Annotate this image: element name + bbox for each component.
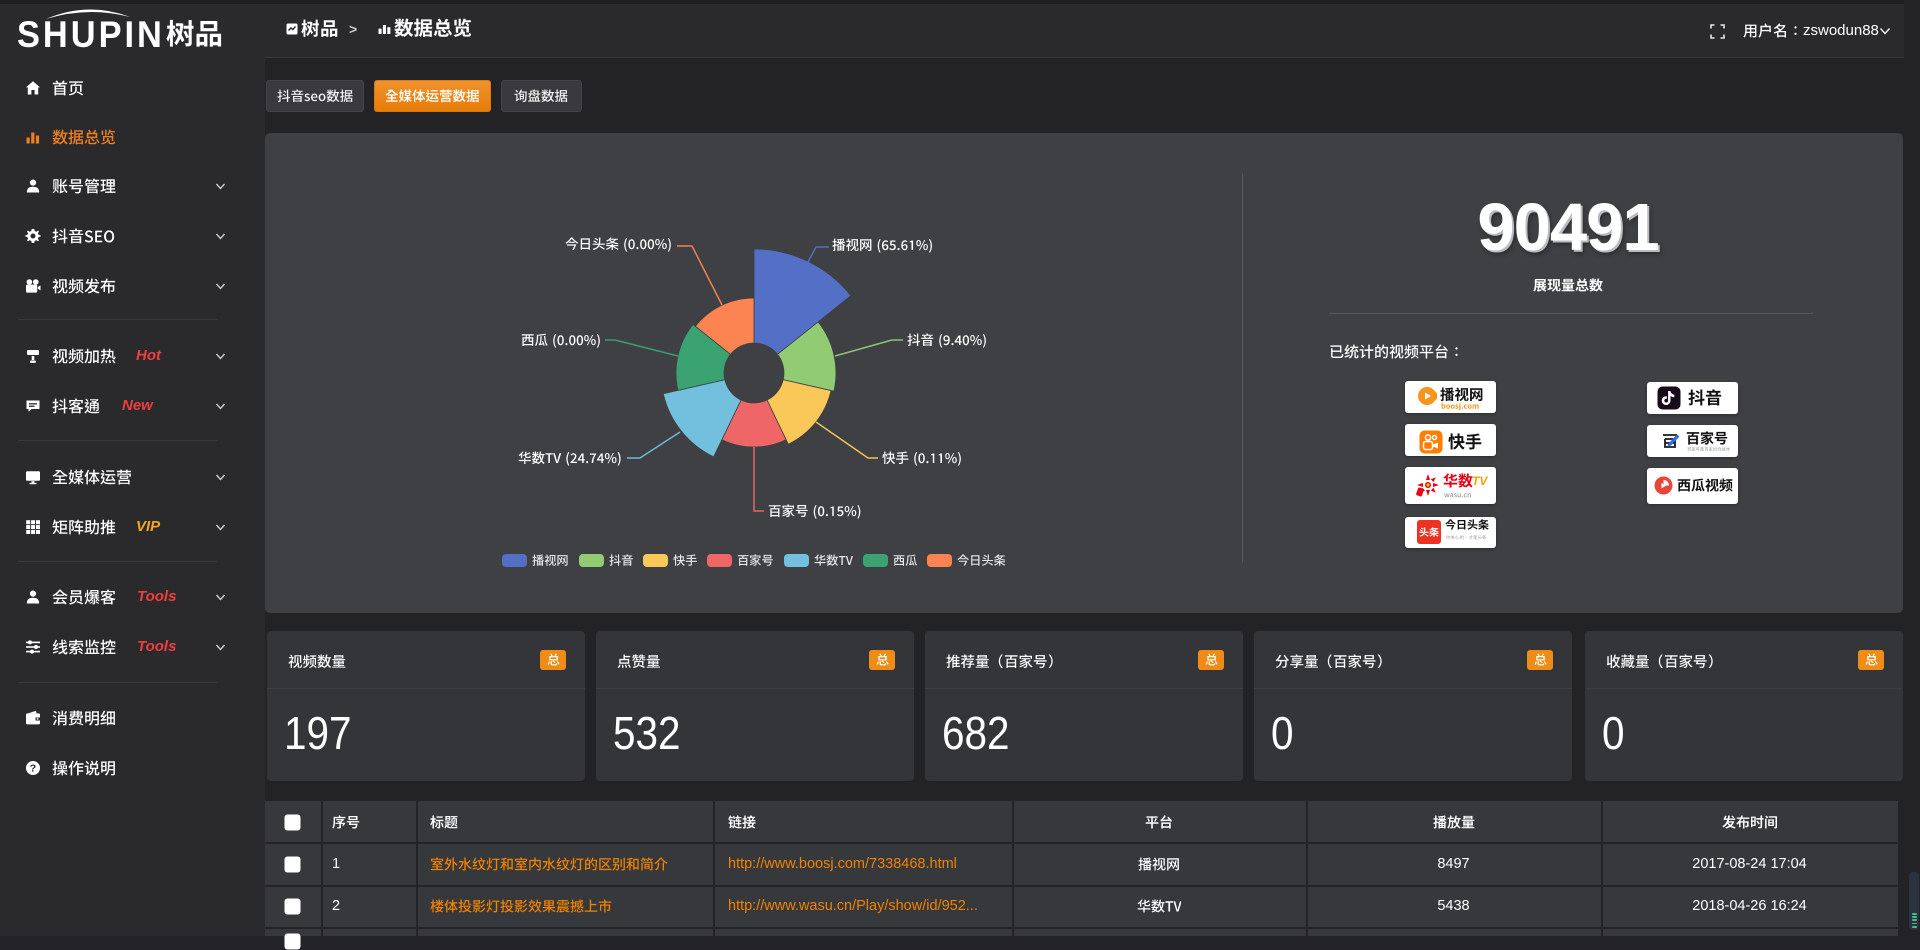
svg-text:?: ? [30, 762, 36, 774]
